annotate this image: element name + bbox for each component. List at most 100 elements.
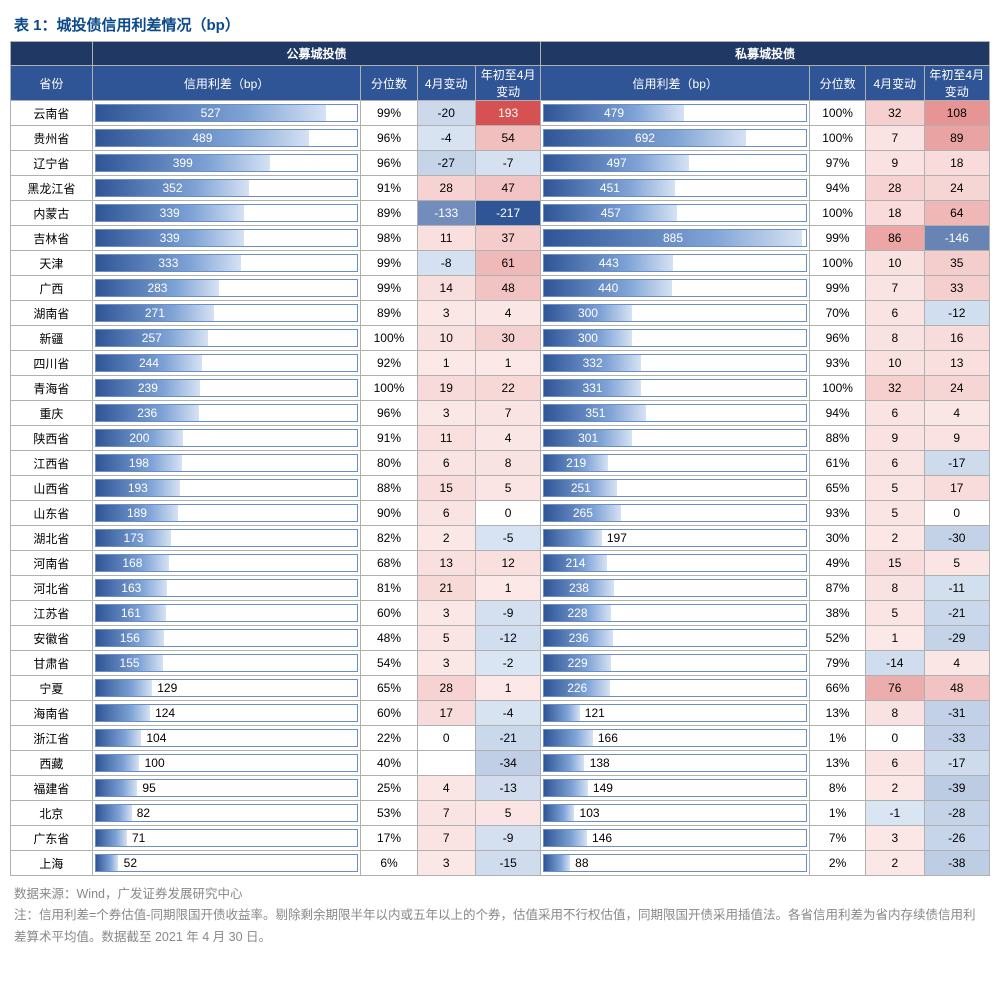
pct-cell: 17% <box>361 826 417 851</box>
pct-cell: 92% <box>361 351 417 376</box>
heat-cell: 11 <box>417 226 475 251</box>
heat-cell: 76 <box>866 676 924 701</box>
heat-cell: -12 <box>475 626 540 651</box>
pct-cell: 30% <box>810 526 866 551</box>
pct-cell: 94% <box>810 401 866 426</box>
province-cell: 浙江省 <box>11 726 93 751</box>
heat-cell: 1 <box>417 351 475 376</box>
heat-cell: -21 <box>924 601 989 626</box>
heat-cell: 89 <box>924 126 989 151</box>
table-row: 浙江省 104 22%0-21 166 1%0-33 <box>11 726 990 751</box>
bar-cell: 443 <box>541 251 810 276</box>
table-row: 海南省 124 60%17-4 121 13%8-31 <box>11 701 990 726</box>
heat-cell: -26 <box>924 826 989 851</box>
header-spread-2: 信用利差（bp） <box>541 66 810 101</box>
heat-cell: -9 <box>475 826 540 851</box>
heat-cell: -31 <box>924 701 989 726</box>
province-cell: 北京 <box>11 801 93 826</box>
footer-note: 注：信用利差=个券估值-同期限国开债收益率。剔除剩余期限半年以内或五年以上的个券… <box>14 905 986 948</box>
heat-cell: 4 <box>924 401 989 426</box>
footer-notes: 数据来源：Wind，广发证券发展研究中心 注：信用利差=个券估值-同期限国开债收… <box>10 884 990 948</box>
pct-cell: 60% <box>361 701 417 726</box>
table-row: 天津 333 99%-861 443 100%1035 <box>11 251 990 276</box>
province-cell: 贵州省 <box>11 126 93 151</box>
table-row: 山西省 193 88%155 251 65%517 <box>11 476 990 501</box>
heat-cell: -28 <box>924 801 989 826</box>
pct-cell: 79% <box>810 651 866 676</box>
pct-cell: 66% <box>810 676 866 701</box>
bar-cell: 692 <box>541 126 810 151</box>
heat-cell: 7 <box>417 801 475 826</box>
province-cell: 山东省 <box>11 501 93 526</box>
bar-cell: 238 <box>541 576 810 601</box>
bar-cell: 197 <box>541 526 810 551</box>
heat-cell: 2 <box>866 526 924 551</box>
heat-cell: -15 <box>475 851 540 876</box>
heat-cell: 22 <box>475 376 540 401</box>
heat-cell: 15 <box>866 551 924 576</box>
pct-cell: 65% <box>361 676 417 701</box>
pct-cell: 61% <box>810 451 866 476</box>
bar-cell: 156 <box>92 626 361 651</box>
heat-cell: -14 <box>866 651 924 676</box>
bar-cell: 163 <box>92 576 361 601</box>
pct-cell: 2% <box>810 851 866 876</box>
bar-cell: 138 <box>541 751 810 776</box>
header-pct-1: 分位数 <box>361 66 417 101</box>
province-cell: 海南省 <box>11 701 93 726</box>
table-row: 贵州省 489 96%-454 692 100%789 <box>11 126 990 151</box>
heat-cell: 6 <box>866 401 924 426</box>
pct-cell: 25% <box>361 776 417 801</box>
heat-cell: -13 <box>475 776 540 801</box>
heat-cell: 10 <box>866 251 924 276</box>
heat-cell: 28 <box>866 176 924 201</box>
province-cell: 四川省 <box>11 351 93 376</box>
pct-cell: 93% <box>810 351 866 376</box>
bar-cell: 265 <box>541 501 810 526</box>
pct-cell: 93% <box>810 501 866 526</box>
province-cell: 天津 <box>11 251 93 276</box>
bar-cell: 52 <box>92 851 361 876</box>
pct-cell: 96% <box>810 326 866 351</box>
bar-cell: 489 <box>92 126 361 151</box>
table-row: 福建省 95 25%4-13 149 8%2-39 <box>11 776 990 801</box>
table-row: 新疆 257 100%1030 300 96%816 <box>11 326 990 351</box>
table-title: 表 1：城投债信用利差情况（bp） <box>14 14 990 35</box>
heat-cell: 5 <box>417 626 475 651</box>
heat-cell: 17 <box>417 701 475 726</box>
table-row: 四川省 244 92%11 332 93%1013 <box>11 351 990 376</box>
heat-cell: 2 <box>417 526 475 551</box>
heat-cell: 11 <box>417 426 475 451</box>
province-cell: 湖北省 <box>11 526 93 551</box>
bar-cell: 440 <box>541 276 810 301</box>
pct-cell: 6% <box>361 851 417 876</box>
bar-cell: 173 <box>92 526 361 551</box>
heat-cell: 1 <box>475 576 540 601</box>
heat-cell: 0 <box>417 726 475 751</box>
pct-cell: 60% <box>361 601 417 626</box>
table-row: 河北省 163 81%211 238 87%8-11 <box>11 576 990 601</box>
heat-cell: 30 <box>475 326 540 351</box>
heat-cell: 28 <box>417 676 475 701</box>
heat-cell: -7 <box>475 151 540 176</box>
province-cell: 吉林省 <box>11 226 93 251</box>
heat-cell: -9 <box>475 601 540 626</box>
heat-cell: 1 <box>475 676 540 701</box>
heat-cell: 5 <box>866 601 924 626</box>
table-row: 安徽省 156 48%5-12 236 52%1-29 <box>11 626 990 651</box>
bar-cell: 236 <box>92 401 361 426</box>
pct-cell: 70% <box>810 301 866 326</box>
heat-cell: -21 <box>475 726 540 751</box>
heat-cell: 6 <box>866 451 924 476</box>
bar-cell: 457 <box>541 201 810 226</box>
table-row: 湖北省 173 82%2-5 197 30%2-30 <box>11 526 990 551</box>
province-cell: 河北省 <box>11 576 93 601</box>
pct-cell: 96% <box>361 126 417 151</box>
bar-cell: 82 <box>92 801 361 826</box>
pct-cell: 65% <box>810 476 866 501</box>
heat-cell: -4 <box>475 701 540 726</box>
heat-cell: 12 <box>475 551 540 576</box>
heat-cell: 7 <box>866 126 924 151</box>
pct-cell: 90% <box>361 501 417 526</box>
heat-cell: 13 <box>924 351 989 376</box>
